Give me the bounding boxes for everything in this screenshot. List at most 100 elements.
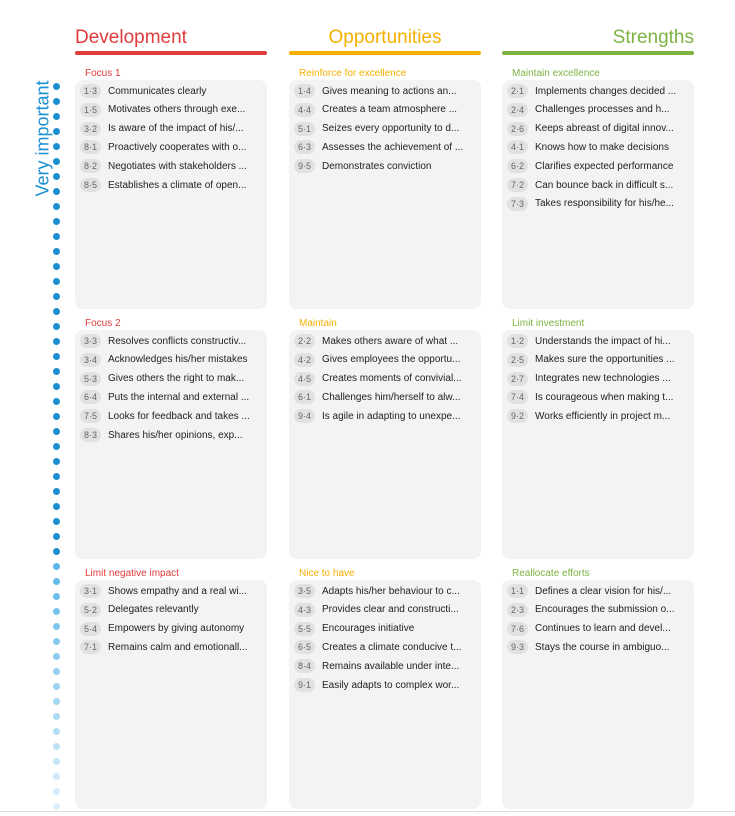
quadrant-box: 2·1 Implements changes decided ... 2·4 Chal… [502, 80, 694, 309]
competency-item[interactable]: 2·5 Makes sure the opportunities ... [507, 352, 675, 368]
competency-text: Takes responsibility for his/he... [535, 198, 674, 210]
scale-dot [53, 188, 60, 195]
competency-item[interactable]: 9·4 Is agile in adapting to unexpe... [294, 408, 460, 424]
competency-text: Clarifies expected performance [535, 160, 674, 172]
competency-text: Gives others the right to mak... [108, 373, 245, 385]
competency-text: Is aware of the impact of his/... [108, 123, 244, 135]
quadrant-label: Focus 1 [85, 68, 121, 79]
competency-code-badge: 2·7 [507, 371, 528, 386]
competency-text: Challenges processes and h... [535, 104, 670, 116]
competency-item[interactable]: 5·1 Seizes every opportunity to d... [294, 121, 459, 137]
competency-item[interactable]: 4·5 Creates moments of convivial... [294, 371, 462, 387]
competency-code-badge: 9·2 [507, 409, 528, 424]
quadrant: Maintain excellence 2·1 Implements changes… [502, 68, 694, 309]
competency-item[interactable]: 5·4 Empowers by giving autonomy [80, 621, 244, 637]
competency-item[interactable]: 2·4 Challenges processes and h... [507, 102, 670, 118]
competency-text: Gives employees the opportu... [322, 354, 461, 366]
quadrant-box: 3·3 Resolves conflicts constructiv... 3·4 A… [75, 330, 267, 559]
competency-item[interactable]: 7·4 Is courageous when making t... [507, 389, 673, 405]
competency-text: Creates moments of convivial... [322, 373, 462, 385]
competency-code-badge: 6·4 [80, 390, 101, 405]
scale-dot [53, 653, 60, 660]
competency-item[interactable]: 4·2 Gives employees the opportu... [294, 352, 460, 368]
competency-code-badge: 5·1 [294, 121, 315, 136]
competency-item[interactable]: 8·4 Remains available under inte... [294, 658, 459, 674]
scale-dot [53, 383, 60, 390]
competency-item[interactable]: 4·3 Provides clear and constructi... [294, 602, 459, 618]
competency-code-badge: 2·6 [507, 121, 528, 136]
quadrant: Maintain 2·2 Makes others aware of what ..… [289, 318, 481, 559]
competency-code-badge: 8·5 [80, 178, 101, 192]
scale-dot [53, 548, 60, 555]
column-underline [502, 51, 694, 55]
scale-dot [53, 743, 60, 750]
column-header-strengths: Strengths [502, 26, 694, 56]
competency-item[interactable]: 3·5 Adapts his/her behaviour to c... [294, 583, 460, 599]
competency-code-badge: 9·3 [507, 640, 528, 655]
axis-label-importance: Very important [32, 80, 53, 197]
competency-item[interactable]: 6·5 Creates a climate conducive t... [294, 639, 462, 655]
competency-item[interactable]: 2·7 Integrates new technologies ... [507, 371, 671, 387]
competency-code-badge: 3·2 [80, 121, 101, 136]
competency-item[interactable]: 3·4 Acknowledges his/her mistakes [80, 352, 248, 368]
competency-text: Shares his/her opinions, exp... [108, 429, 243, 441]
quadrant-box: 3·5 Adapts his/her behaviour to c... 4·3 Pr… [289, 580, 481, 809]
competency-item[interactable]: 3·1 Shows empathy and a real wi... [80, 583, 247, 599]
competency-item[interactable]: 8·1 Proactively cooperates with o... [80, 139, 246, 155]
scale-dot [53, 788, 60, 795]
competency-code-badge: 4·4 [294, 102, 315, 117]
competency-item[interactable]: 9·5 Demonstrates conviction [294, 158, 432, 174]
competency-item[interactable]: 1·1 Defines a clear vision for his/... [507, 583, 671, 599]
quadrant: Limit negative impact 3·1 Shows empathy an… [75, 568, 267, 809]
quadrant-box: 2·2 Makes others aware of what ... 4·2 Give… [289, 330, 481, 559]
competency-item[interactable]: 7·6 Continues to learn and devel... [507, 621, 671, 637]
quadrant-box: 1·3 Communicates clearly 1·5 Motivates othe… [75, 80, 267, 309]
competency-item[interactable]: 6·3 Assesses the achievement of ... [294, 139, 463, 155]
competency-item[interactable]: 8·5 Establishes a climate of open... [80, 177, 246, 193]
competency-text: Is agile in adapting to unexpe... [322, 410, 461, 422]
competency-item[interactable]: 9·2 Works efficiently in project m... [507, 408, 670, 424]
competency-item[interactable]: 1·2 Understands the impact of hi... [507, 333, 671, 349]
competency-item[interactable]: 9·1 Easily adapts to complex wor... [294, 677, 459, 693]
competency-code-badge: 9·5 [294, 159, 315, 174]
competency-item[interactable]: 8·3 Shares his/her opinions, exp... [80, 427, 243, 443]
competency-item[interactable]: 2·1 Implements changes decided ... [507, 83, 676, 99]
competency-item[interactable]: 5·3 Gives others the right to mak... [80, 371, 244, 387]
competency-item[interactable]: 7·1 Remains calm and emotionall... [80, 639, 248, 655]
competency-item[interactable]: 9·3 Stays the course in ambiguo... [507, 639, 670, 655]
scale-dot [53, 143, 60, 150]
competency-item[interactable]: 3·2 Is aware of the impact of his/... [80, 121, 244, 137]
scale-dot [53, 593, 60, 600]
competency-item[interactable]: 2·6 Keeps abreast of digital innov... [507, 121, 674, 137]
competency-code-badge: 5·4 [80, 621, 101, 636]
quadrant-label: Limit investment [512, 318, 585, 329]
competency-item[interactable]: 6·4 Puts the internal and external ... [80, 389, 249, 405]
competency-item[interactable]: 5·5 Encourages initiative [294, 621, 414, 637]
competency-code-badge: 2·2 [294, 334, 315, 348]
competency-code-badge: 4·5 [294, 371, 315, 386]
competency-text: Establishes a climate of open... [108, 179, 247, 191]
scale-dot [53, 758, 60, 765]
competency-item[interactable]: 4·1 Knows how to make decisions [507, 139, 669, 155]
competency-item[interactable]: 3·3 Resolves conflicts constructiv... [80, 333, 246, 349]
competency-item[interactable]: 6·1 Challenges him/herself to alw... [294, 389, 460, 405]
competency-code-badge: 3·3 [80, 334, 101, 348]
competency-item[interactable]: 6·2 Clarifies expected performance [507, 158, 673, 174]
scale-dot [53, 803, 60, 810]
competency-item[interactable]: 7·2 Can bounce back in difficult s... [507, 177, 673, 193]
competency-item[interactable]: 7·3 Takes responsibility for his/he... [507, 196, 674, 212]
scale-dot [53, 203, 60, 210]
competency-item[interactable]: 4·4 Creates a team atmosphere ... [294, 102, 457, 118]
scale-dot [53, 293, 60, 300]
competency-code-badge: 5·3 [80, 371, 101, 386]
competency-item[interactable]: 1·5 Motivates others through exe... [80, 102, 245, 118]
competency-item[interactable]: 2·3 Encourages the submission o... [507, 602, 675, 618]
scale-dot [53, 398, 60, 405]
competency-item[interactable]: 7·5 Looks for feedback and takes ... [80, 408, 250, 424]
competency-code-badge: 4·2 [294, 352, 315, 367]
competency-item[interactable]: 2·2 Makes others aware of what ... [294, 333, 458, 349]
competency-item[interactable]: 5·2 Delegates relevantly [80, 602, 199, 618]
competency-item[interactable]: 1·3 Communicates clearly [80, 83, 206, 99]
competency-item[interactable]: 1·4 Gives meaning to actions an... [294, 83, 457, 99]
competency-item[interactable]: 8·2 Negotiates with stakeholders ... [80, 158, 247, 174]
